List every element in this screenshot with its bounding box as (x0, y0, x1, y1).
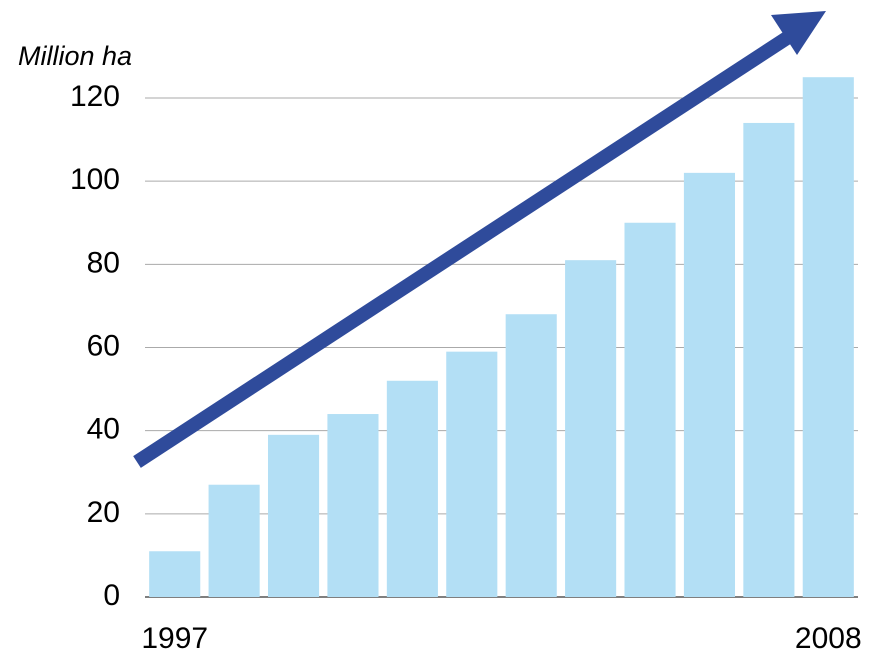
y-axis-label: Million ha (18, 41, 132, 71)
trend-arrow (133, 11, 826, 468)
bar (446, 351, 498, 597)
bar (802, 77, 854, 598)
bar (683, 172, 736, 597)
bar (624, 222, 676, 597)
bar (386, 380, 438, 597)
y-tick-label: 120 (70, 80, 120, 113)
y-tick-label: 20 (87, 496, 120, 529)
y-tick-label: 60 (87, 329, 120, 362)
bar (208, 484, 260, 597)
y-tick-label: 0 (103, 579, 120, 612)
bar (743, 122, 795, 597)
bar (149, 551, 201, 597)
bar (565, 260, 617, 597)
bar (327, 414, 379, 597)
bar (505, 314, 557, 597)
x-tick-label: 1997 (141, 622, 208, 655)
x-tick-label: 2008 (795, 622, 862, 655)
arrow-head (771, 11, 826, 55)
y-tick-label: 40 (87, 413, 120, 446)
plot-area: 0 20 40 60 80 100 120 1997 2008 (70, 77, 862, 655)
arrow-shaft (133, 30, 794, 468)
y-tick-label: 80 (87, 246, 120, 279)
bar (267, 434, 320, 597)
y-tick-label: 100 (70, 163, 120, 196)
